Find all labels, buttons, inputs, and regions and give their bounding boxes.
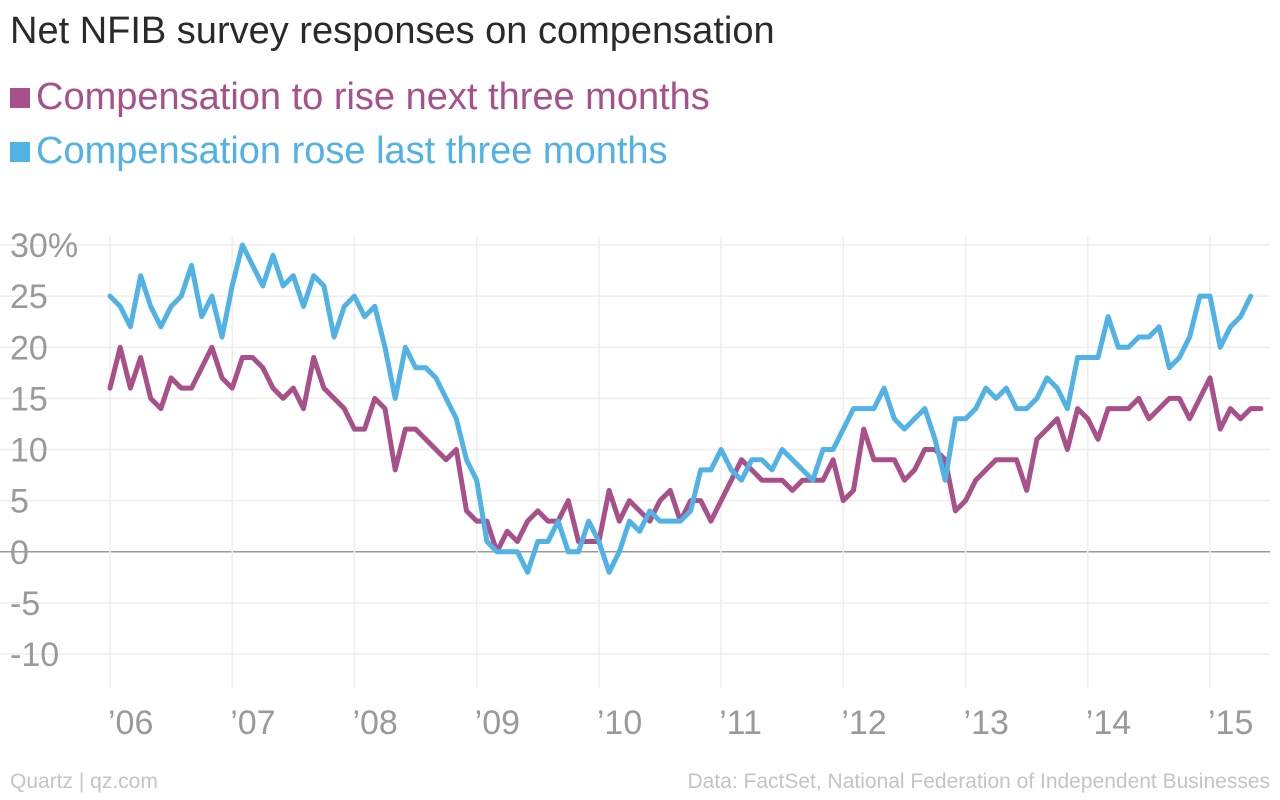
x-tick-label: ’14 [1086,704,1131,742]
x-tick-label: ’10 [597,704,642,742]
y-tick-label: 0 [10,534,29,572]
x-tick-label: ’09 [475,704,520,742]
y-tick-label: 10 [10,432,48,470]
footer-source-left: Quartz | qz.com [10,770,158,793]
y-tick-label: 5 [10,483,29,521]
x-tick-label: ’07 [230,704,275,742]
series-line-compensation-rose [107,242,1254,575]
legend-item-compensation-to-rise: Compensation to rise next three months [10,76,710,119]
y-tick-label: 30% [10,227,78,265]
y-tick-label: 25 [10,278,48,316]
legend-swatch-compensation-to-rise [10,87,30,108]
legend-swatch-compensation-rose [10,141,30,162]
x-tick-label: ’12 [841,704,886,742]
x-tick-label: ’11 [719,704,762,742]
y-tick-label: 20 [10,329,48,367]
chart-title: Net NFIB survey responses on compensatio… [10,10,775,52]
x-tick-label: ’13 [964,704,1009,742]
x-tick-label: ’15 [1208,704,1253,742]
footer-source-right: Data: FactSet, National Federation of In… [687,770,1270,793]
y-tick-label: -10 [10,636,59,674]
legend-label-compensation-to-rise: Compensation to rise next three months [36,76,710,118]
x-tick-label: ’06 [108,704,153,742]
legend-label-compensation-rose: Compensation rose last three months [36,130,668,172]
series-line-compensation-to-rise [107,344,1264,555]
legend-item-compensation-rose: Compensation rose last three months [10,130,668,173]
y-tick-label: -5 [10,585,40,623]
y-tick-label: 15 [10,380,48,418]
x-tick-label: ’08 [352,704,397,742]
